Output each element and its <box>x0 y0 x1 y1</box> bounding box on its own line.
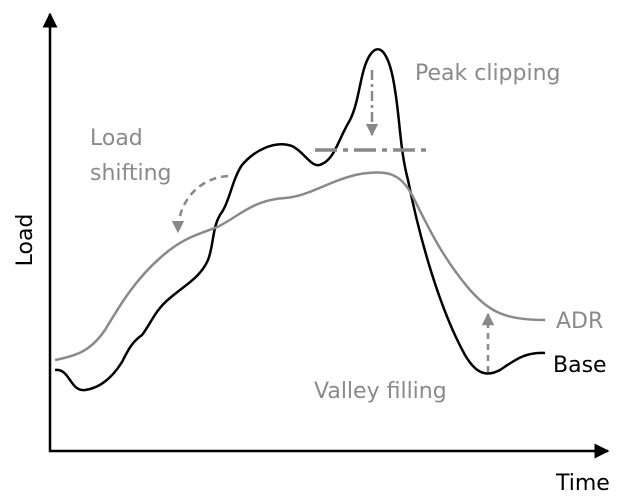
curve-label: Base <box>553 353 607 378</box>
shift-label: shifting <box>90 161 172 186</box>
x-axis-label: Time <box>555 471 610 496</box>
curve-label: ADR <box>556 309 603 334</box>
valley-label: Valley filling <box>314 379 447 404</box>
base-curve <box>54 48 546 392</box>
adr-curve <box>54 171 546 362</box>
shift-label: Load <box>90 126 143 151</box>
y-axis-label: Load <box>13 214 38 267</box>
peak-label: Peak clipping <box>415 61 561 86</box>
shift-arrow <box>171 174 229 234</box>
